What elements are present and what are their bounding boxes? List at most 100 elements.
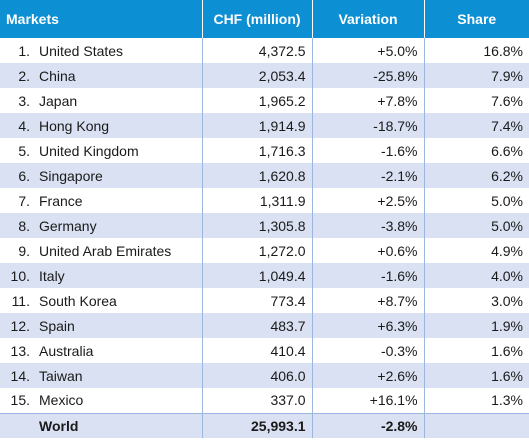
- row-chf: 410.4: [202, 338, 313, 363]
- row-chf: 1,272.0: [202, 238, 313, 263]
- row-rank: 5.: [18, 142, 30, 159]
- row-market: Spain: [34, 313, 203, 338]
- row-market: China: [34, 63, 203, 88]
- row-chf: 1,049.4: [202, 263, 313, 288]
- row-market: Italy: [34, 263, 203, 288]
- row-share: 6.2%: [491, 167, 524, 184]
- total-row: World 25,993.1 -2.8%: [0, 412, 529, 438]
- row-market: Taiwan: [34, 363, 203, 388]
- row-chf: 1,914.9: [202, 113, 313, 138]
- row-share: 1.3%: [491, 392, 524, 409]
- row-market: Australia: [34, 338, 203, 363]
- row-market: Hong Kong: [34, 113, 203, 138]
- row-variation: +16.1%: [312, 388, 425, 413]
- row-chf: 337.0: [202, 388, 313, 413]
- row-share: 5.0%: [491, 192, 524, 209]
- row-market: United Arab Emirates: [34, 238, 203, 263]
- row-chf: 1,716.3: [202, 138, 313, 163]
- row-rank: 10.: [10, 267, 30, 284]
- row-variation: -1.6%: [312, 263, 425, 288]
- table-row: 1. United States 4,372.5 +5.0% 16.8%: [0, 38, 529, 63]
- row-variation: -2.1%: [312, 163, 425, 188]
- row-chf: 773.4: [202, 288, 313, 313]
- row-rank: 15.: [10, 392, 30, 409]
- table-row: 12. Spain 483.7 +6.3% 1.9%: [0, 313, 529, 338]
- header-markets: Markets: [0, 0, 203, 38]
- row-share: 1.6%: [491, 342, 524, 359]
- row-variation: +6.3%: [312, 313, 425, 338]
- row-share: 7.4%: [491, 117, 524, 134]
- row-variation: -3.8%: [312, 213, 425, 238]
- row-chf: 1,965.2: [202, 88, 313, 113]
- row-share: 1.6%: [491, 367, 524, 384]
- row-chf: 1,305.8: [202, 213, 313, 238]
- table-row: 8. Germany 1,305.8 -3.8% 5.0%: [0, 213, 529, 238]
- row-variation: +2.5%: [312, 188, 425, 213]
- table-row: 2. China 2,053.4 -25.8% 7.9%: [0, 63, 529, 88]
- table-body: 1. United States 4,372.5 +5.0% 16.8% 2. China 2…: [0, 38, 529, 438]
- table-row: 14. Taiwan 406.0 +2.6% 1.6%: [0, 363, 529, 388]
- row-market: Japan: [34, 88, 203, 113]
- row-rank: 14.: [10, 367, 30, 384]
- row-rank: 1.: [18, 42, 30, 59]
- header-share: Share: [457, 11, 497, 27]
- row-market: South Korea: [34, 288, 203, 313]
- row-rank: 13.: [10, 342, 30, 359]
- row-chf: 4,372.5: [202, 38, 313, 63]
- row-market: Mexico: [34, 388, 203, 413]
- row-rank: 11.: [11, 292, 30, 309]
- row-market: Germany: [34, 213, 203, 238]
- row-share: 7.9%: [491, 67, 524, 84]
- row-variation: -25.8%: [312, 63, 425, 88]
- row-variation: +0.6%: [312, 238, 425, 263]
- row-share: 3.0%: [491, 292, 524, 309]
- row-market: Singapore: [34, 163, 203, 188]
- table-row: 5. United Kingdom 1,716.3 -1.6% 6.6%: [0, 138, 529, 163]
- row-share: 6.6%: [491, 142, 524, 159]
- row-rank: 4.: [18, 117, 30, 134]
- row-variation: -18.7%: [312, 113, 425, 138]
- row-market: France: [34, 188, 203, 213]
- row-variation: +7.8%: [312, 88, 425, 113]
- row-chf: 1,311.9: [202, 188, 313, 213]
- row-rank: 2.: [18, 67, 30, 84]
- total-market: World: [34, 412, 203, 438]
- row-variation: +5.0%: [312, 38, 425, 63]
- table-row: 6. Singapore 1,620.8 -2.1% 6.2%: [0, 163, 529, 188]
- total-rank: [0, 412, 34, 438]
- total-chf: 25,993.1: [202, 412, 313, 438]
- row-chf: 406.0: [202, 363, 313, 388]
- row-share: 4.9%: [491, 242, 524, 259]
- row-market: United States: [34, 38, 203, 63]
- table-row: 13. Australia 410.4 -0.3% 1.6%: [0, 338, 529, 363]
- row-rank: 9.: [18, 242, 30, 259]
- row-rank: 3.: [18, 92, 30, 109]
- table-row: 11. South Korea 773.4 +8.7% 3.0%: [0, 288, 529, 313]
- row-share: 4.0%: [491, 267, 524, 284]
- row-variation: +8.7%: [312, 288, 425, 313]
- table-row: 15. Mexico 337.0 +16.1% 1.3%: [0, 388, 529, 413]
- table-row: 9. United Arab Emirates 1,272.0 +0.6% 4.9%: [0, 238, 529, 263]
- row-share: 7.6%: [491, 92, 524, 109]
- table-row: 7. France 1,311.9 +2.5% 5.0%: [0, 188, 529, 213]
- row-variation: -0.3%: [312, 338, 425, 363]
- header-chf: CHF (million): [202, 0, 313, 38]
- table-row: 10. Italy 1,049.4 -1.6% 4.0%: [0, 263, 529, 288]
- row-market: United Kingdom: [34, 138, 203, 163]
- total-share: [424, 412, 529, 438]
- row-variation: -1.6%: [312, 138, 425, 163]
- header-row: Markets CHF (million) Variation Share: [0, 0, 529, 38]
- row-rank: 12.: [10, 317, 30, 334]
- row-chf: 2,053.4: [202, 63, 313, 88]
- header-variation: Variation: [312, 0, 425, 38]
- table-row: 4. Hong Kong 1,914.9 -18.7% 7.4%: [0, 113, 529, 138]
- row-variation: +2.6%: [312, 363, 425, 388]
- row-rank: 7.: [18, 192, 30, 209]
- row-chf: 1,620.8: [202, 163, 313, 188]
- row-share: 16.8%: [483, 42, 524, 59]
- row-chf: 483.7: [202, 313, 313, 338]
- row-rank: 8.: [18, 217, 30, 234]
- row-share: 1.9%: [491, 317, 524, 334]
- total-variation: -2.8%: [312, 412, 425, 438]
